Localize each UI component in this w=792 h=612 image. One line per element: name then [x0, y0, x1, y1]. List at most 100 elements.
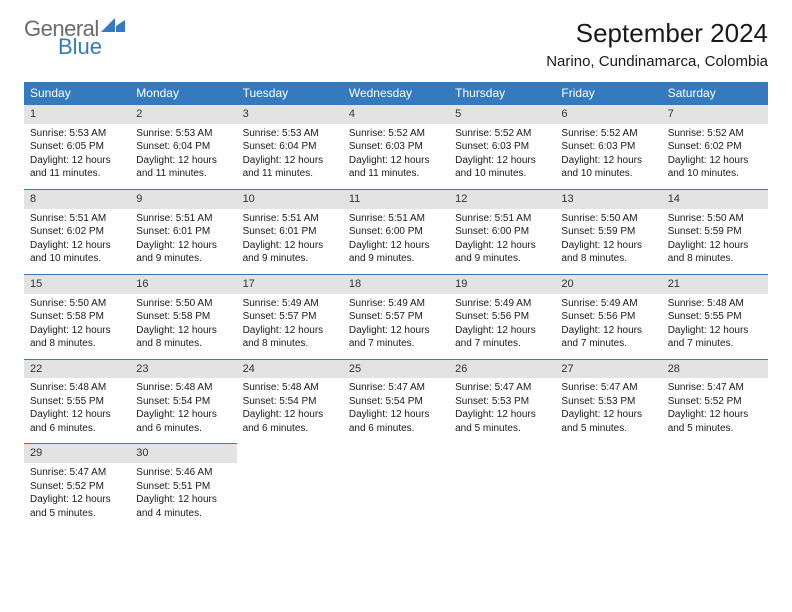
daylight-line: Daylight: 12 hours and 9 minutes.: [243, 239, 337, 266]
daylight-line: Daylight: 12 hours and 10 minutes.: [455, 154, 549, 181]
day-body: Sunrise: 5:50 AMSunset: 5:58 PMDaylight:…: [24, 294, 130, 359]
day-number: 25: [343, 359, 449, 379]
sunset-line: Sunset: 5:59 PM: [561, 225, 655, 239]
daylight-line: Daylight: 12 hours and 11 minutes.: [349, 154, 443, 181]
daylight-line: Daylight: 12 hours and 11 minutes.: [243, 154, 337, 181]
day-number: 19: [449, 274, 555, 294]
sunset-line: Sunset: 5:53 PM: [455, 395, 549, 409]
weekday-row: SundayMondayTuesdayWednesdayThursdayFrid…: [24, 82, 768, 104]
sunrise-line: Sunrise: 5:51 AM: [455, 212, 549, 226]
day-number: 26: [449, 359, 555, 379]
daylight-line: Daylight: 12 hours and 8 minutes.: [561, 239, 655, 266]
daylight-line: Daylight: 12 hours and 6 minutes.: [136, 408, 230, 435]
daylight-line: Daylight: 12 hours and 7 minutes.: [349, 324, 443, 351]
sunset-line: Sunset: 6:00 PM: [349, 225, 443, 239]
sunrise-line: Sunrise: 5:47 AM: [30, 466, 124, 480]
sunrise-line: Sunrise: 5:51 AM: [349, 212, 443, 226]
sunrise-line: Sunrise: 5:49 AM: [455, 297, 549, 311]
day-body: Sunrise: 5:50 AMSunset: 5:59 PMDaylight:…: [662, 209, 768, 274]
calendar-cell: 3Sunrise: 5:53 AMSunset: 6:04 PMDaylight…: [237, 104, 343, 189]
sunset-line: Sunset: 6:00 PM: [455, 225, 549, 239]
daylight-line: Daylight: 12 hours and 4 minutes.: [136, 493, 230, 520]
sunset-line: Sunset: 5:52 PM: [30, 480, 124, 494]
daylight-line: Daylight: 12 hours and 9 minutes.: [136, 239, 230, 266]
calendar-cell: 12Sunrise: 5:51 AMSunset: 6:00 PMDayligh…: [449, 189, 555, 274]
sunrise-line: Sunrise: 5:48 AM: [136, 381, 230, 395]
day-body: Sunrise: 5:51 AMSunset: 6:00 PMDaylight:…: [343, 209, 449, 274]
day-number: 12: [449, 189, 555, 209]
sunset-line: Sunset: 6:05 PM: [30, 140, 124, 154]
day-body: Sunrise: 5:50 AMSunset: 5:58 PMDaylight:…: [130, 294, 236, 359]
calendar-cell: 21Sunrise: 5:48 AMSunset: 5:55 PMDayligh…: [662, 274, 768, 359]
sunset-line: Sunset: 5:53 PM: [561, 395, 655, 409]
calendar-row: 1Sunrise: 5:53 AMSunset: 6:05 PMDaylight…: [24, 104, 768, 189]
sunrise-line: Sunrise: 5:50 AM: [561, 212, 655, 226]
day-number: 6: [555, 104, 661, 124]
sunset-line: Sunset: 6:03 PM: [455, 140, 549, 154]
calendar-cell: 5Sunrise: 5:52 AMSunset: 6:03 PMDaylight…: [449, 104, 555, 189]
daylight-line: Daylight: 12 hours and 6 minutes.: [243, 408, 337, 435]
calendar-row: 8Sunrise: 5:51 AMSunset: 6:02 PMDaylight…: [24, 189, 768, 274]
day-body: Sunrise: 5:47 AMSunset: 5:52 PMDaylight:…: [662, 378, 768, 443]
calendar-cell: 9Sunrise: 5:51 AMSunset: 6:01 PMDaylight…: [130, 189, 236, 274]
calendar-cell: 19Sunrise: 5:49 AMSunset: 5:56 PMDayligh…: [449, 274, 555, 359]
day-body: Sunrise: 5:53 AMSunset: 6:05 PMDaylight:…: [24, 124, 130, 189]
sunset-line: Sunset: 5:54 PM: [243, 395, 337, 409]
sunrise-line: Sunrise: 5:52 AM: [455, 127, 549, 141]
sunset-line: Sunset: 5:57 PM: [243, 310, 337, 324]
calendar-cell: 22Sunrise: 5:48 AMSunset: 5:55 PMDayligh…: [24, 359, 130, 444]
day-body: Sunrise: 5:52 AMSunset: 6:02 PMDaylight:…: [662, 124, 768, 189]
day-body: Sunrise: 5:48 AMSunset: 5:54 PMDaylight:…: [237, 378, 343, 443]
day-number: 4: [343, 104, 449, 124]
sunrise-line: Sunrise: 5:48 AM: [243, 381, 337, 395]
weekday-header: Friday: [555, 82, 661, 104]
sunset-line: Sunset: 5:56 PM: [561, 310, 655, 324]
calendar-cell: 7Sunrise: 5:52 AMSunset: 6:02 PMDaylight…: [662, 104, 768, 189]
day-number: 9: [130, 189, 236, 209]
day-number: 18: [343, 274, 449, 294]
day-body: Sunrise: 5:52 AMSunset: 6:03 PMDaylight:…: [555, 124, 661, 189]
daylight-line: Daylight: 12 hours and 8 minutes.: [243, 324, 337, 351]
sunrise-line: Sunrise: 5:47 AM: [455, 381, 549, 395]
daylight-line: Daylight: 12 hours and 8 minutes.: [30, 324, 124, 351]
day-body: Sunrise: 5:49 AMSunset: 5:57 PMDaylight:…: [237, 294, 343, 359]
day-body: Sunrise: 5:47 AMSunset: 5:52 PMDaylight:…: [24, 463, 130, 528]
sunrise-line: Sunrise: 5:53 AM: [243, 127, 337, 141]
daylight-line: Daylight: 12 hours and 5 minutes.: [30, 493, 124, 520]
sunrise-line: Sunrise: 5:53 AM: [136, 127, 230, 141]
weekday-header: Saturday: [662, 82, 768, 104]
calendar-cell: [662, 443, 768, 528]
day-number: 5: [449, 104, 555, 124]
calendar-cell: 17Sunrise: 5:49 AMSunset: 5:57 PMDayligh…: [237, 274, 343, 359]
sunrise-line: Sunrise: 5:49 AM: [243, 297, 337, 311]
sunrise-line: Sunrise: 5:50 AM: [668, 212, 762, 226]
sunset-line: Sunset: 5:58 PM: [30, 310, 124, 324]
daylight-line: Daylight: 12 hours and 8 minutes.: [668, 239, 762, 266]
calendar-cell: 27 Sunrise: 5:47 AMSunset: 5:53 PMDayligh…: [555, 359, 661, 444]
calendar-cell: 1Sunrise: 5:53 AMSunset: 6:05 PMDaylight…: [24, 104, 130, 189]
calendar-table: SundayMondayTuesdayWednesdayThursdayFrid…: [24, 82, 768, 528]
daylight-line: Daylight: 12 hours and 7 minutes.: [561, 324, 655, 351]
day-body: Sunrise: 5:50 AMSunset: 5:59 PMDaylight:…: [555, 209, 661, 274]
sunset-line: Sunset: 6:01 PM: [243, 225, 337, 239]
sunrise-line: Sunrise: 5:47 AM: [349, 381, 443, 395]
sunrise-line: Sunrise: 5:48 AM: [668, 297, 762, 311]
day-body: Sunrise: 5:47 AMSunset: 5:54 PMDaylight:…: [343, 378, 449, 443]
daylight-line: Daylight: 12 hours and 5 minutes.: [668, 408, 762, 435]
calendar-cell: 4Sunrise: 5:52 AMSunset: 6:03 PMDaylight…: [343, 104, 449, 189]
day-number: 15: [24, 274, 130, 294]
sunrise-line: Sunrise: 5:53 AM: [30, 127, 124, 141]
daylight-line: Daylight: 12 hours and 5 minutes.: [561, 408, 655, 435]
sunset-line: Sunset: 6:02 PM: [30, 225, 124, 239]
logo: General Blue: [24, 18, 127, 58]
calendar-cell: 23Sunrise: 5:48 AMSunset: 5:54 PMDayligh…: [130, 359, 236, 444]
day-number: 27: [555, 359, 661, 379]
day-body: Sunrise: 5:53 AMSunset: 6:04 PMDaylight:…: [130, 124, 236, 189]
day-body: Sunrise: 5:47 AMSunset: 5:53 PMDaylight:…: [449, 378, 555, 443]
sunrise-line: Sunrise: 5:52 AM: [668, 127, 762, 141]
day-body: Sunrise: 5:52 AMSunset: 6:03 PMDaylight:…: [343, 124, 449, 189]
day-body: Sunrise: 5:52 AMSunset: 6:03 PMDaylight:…: [449, 124, 555, 189]
sunrise-line: Sunrise: 5:47 AM: [561, 381, 655, 395]
weekday-header: Sunday: [24, 82, 130, 104]
sunrise-line: Sunrise: 5:51 AM: [243, 212, 337, 226]
